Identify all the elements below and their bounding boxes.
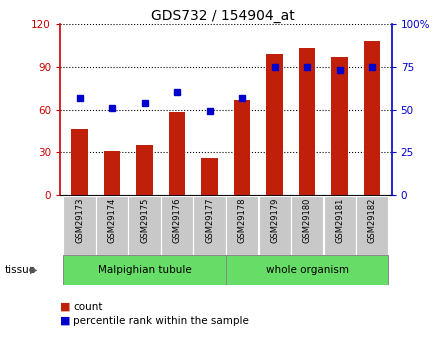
Bar xyxy=(202,158,218,195)
Bar xyxy=(63,255,226,285)
Text: GSM29174: GSM29174 xyxy=(108,197,117,243)
Text: ■: ■ xyxy=(60,316,71,326)
Text: Malpighian tubule: Malpighian tubule xyxy=(98,265,191,275)
Bar xyxy=(299,48,315,195)
Bar xyxy=(267,54,283,195)
Text: GSM29180: GSM29180 xyxy=(303,197,312,243)
FancyBboxPatch shape xyxy=(356,196,388,255)
Text: percentile rank within the sample: percentile rank within the sample xyxy=(73,316,249,326)
FancyBboxPatch shape xyxy=(129,196,161,255)
Text: tissue: tissue xyxy=(4,265,36,275)
Bar xyxy=(364,41,380,195)
Bar xyxy=(332,57,348,195)
Text: GDS732 / 154904_at: GDS732 / 154904_at xyxy=(150,9,295,23)
FancyBboxPatch shape xyxy=(291,196,323,255)
Bar xyxy=(169,112,185,195)
FancyBboxPatch shape xyxy=(96,196,128,255)
Text: GSM29173: GSM29173 xyxy=(75,197,84,243)
Text: whole organism: whole organism xyxy=(266,265,348,275)
Text: ▶: ▶ xyxy=(30,265,38,275)
FancyBboxPatch shape xyxy=(64,196,96,255)
Bar xyxy=(234,100,250,195)
Text: count: count xyxy=(73,302,103,312)
FancyBboxPatch shape xyxy=(194,196,226,255)
Bar xyxy=(137,145,153,195)
Text: GSM29175: GSM29175 xyxy=(140,197,149,243)
FancyBboxPatch shape xyxy=(226,196,258,255)
Bar xyxy=(72,129,88,195)
Bar xyxy=(104,151,120,195)
Text: GSM29182: GSM29182 xyxy=(368,197,376,243)
Text: GSM29176: GSM29176 xyxy=(173,197,182,243)
Text: ■: ■ xyxy=(60,302,71,312)
Text: GSM29179: GSM29179 xyxy=(270,197,279,243)
FancyBboxPatch shape xyxy=(259,196,291,255)
Bar xyxy=(226,255,388,285)
FancyBboxPatch shape xyxy=(161,196,193,255)
Text: GSM29181: GSM29181 xyxy=(335,197,344,243)
FancyBboxPatch shape xyxy=(324,196,356,255)
Text: GSM29178: GSM29178 xyxy=(238,197,247,243)
Text: GSM29177: GSM29177 xyxy=(205,197,214,243)
